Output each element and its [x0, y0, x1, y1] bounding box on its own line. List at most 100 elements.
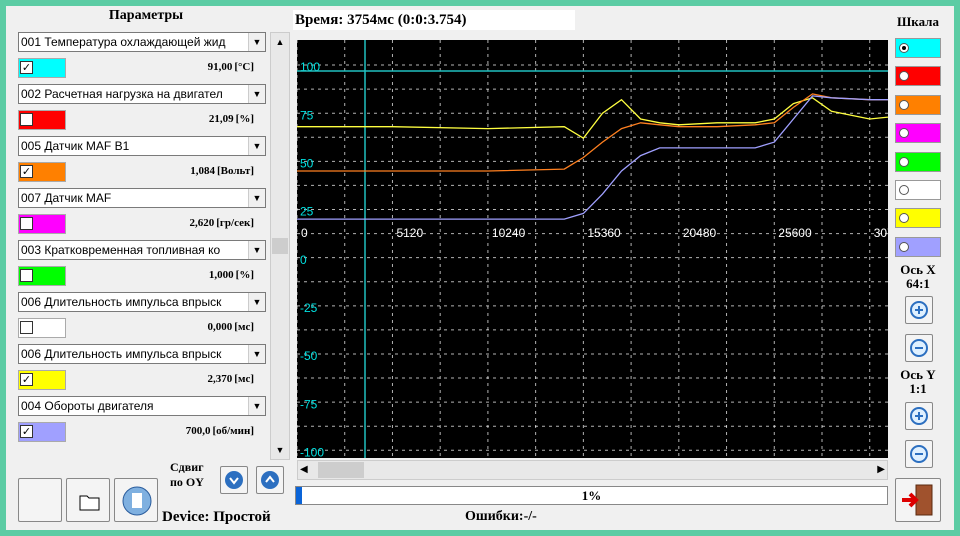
param-unit: [мс]: [234, 321, 254, 333]
param-unit: [об/мин]: [212, 425, 254, 437]
y-tick-label: -25: [300, 301, 318, 315]
param-name: 003 Кратковременная топливная ко: [21, 243, 221, 257]
open-button[interactable]: [66, 478, 110, 522]
y-tick-label: 100: [300, 60, 320, 74]
param-number: 1,084: [190, 165, 215, 177]
new-button[interactable]: [18, 478, 62, 522]
dropdown-arrow: ▼: [248, 33, 265, 51]
y-tick-label: -75: [300, 397, 318, 411]
y-tick-label: 0: [300, 253, 307, 267]
x-tick-label: 0: [301, 226, 308, 240]
progress-bar: 1%: [295, 486, 888, 505]
progress-label: 1%: [581, 488, 602, 503]
device-status: Device: Простой: [162, 509, 271, 525]
param-number: 21,09: [208, 113, 234, 125]
param-dropdown[interactable]: 002 Расчетная нагрузка на двигател ▼: [18, 84, 266, 104]
axis-y-title: Ось Y: [900, 367, 936, 382]
param-checkbox[interactable]: [20, 269, 33, 282]
param-checkbox[interactable]: [20, 321, 33, 334]
axis-x-ratio: 64:1: [906, 276, 930, 291]
param-unit: [мс]: [234, 373, 254, 385]
param-dropdown[interactable]: 007 Датчик MAF ▼: [18, 188, 266, 208]
param-checkbox[interactable]: ✓: [20, 373, 33, 386]
param-value: 700,0 [об/мин]: [96, 425, 254, 437]
zoom-y-out[interactable]: [905, 440, 933, 468]
scale-option[interactable]: [895, 66, 941, 87]
dropdown-arrow: ▼: [248, 345, 265, 363]
param-dropdown[interactable]: 001 Температура охлаждающей жид ▼: [18, 32, 266, 52]
scale-option[interactable]: [895, 38, 941, 58]
param-checkbox[interactable]: ✓: [20, 425, 33, 438]
scale-option[interactable]: [895, 151, 941, 172]
shift-up-button[interactable]: [256, 466, 284, 494]
param-value: 1,000 [%]: [96, 269, 254, 281]
param-unit: [%]: [235, 269, 254, 281]
zoom-y-in[interactable]: [905, 402, 933, 430]
scale-radio: [899, 156, 909, 167]
x-tick-label: 15360: [587, 226, 621, 240]
scale-radio: [899, 71, 909, 82]
info-button[interactable]: [114, 478, 158, 522]
param-value: 21,09 [%]: [96, 113, 254, 125]
param-number: 700,0: [185, 425, 211, 437]
param-name: 005 Датчик MAF B1: [21, 139, 130, 153]
dropdown-arrow: ▼: [248, 293, 265, 311]
scale-option[interactable]: [895, 180, 941, 200]
param-unit: [гр/сек]: [216, 217, 254, 229]
shift-down-button[interactable]: [220, 466, 248, 494]
h-scrollbar[interactable]: ◀ ▶: [297, 460, 888, 480]
scale-title: Шкала: [897, 14, 939, 29]
param-number: 2,620: [189, 217, 215, 229]
axis-x-title: Ось X: [900, 262, 936, 277]
scale-option[interactable]: [895, 208, 941, 229]
plot-background: [297, 40, 888, 458]
axis-y-label: Ось Y 1:1: [890, 368, 946, 396]
y-tick-label: 50: [300, 157, 314, 171]
series-line: [297, 95, 888, 220]
param-unit: [Вольт]: [217, 165, 254, 177]
param-value: 2,370 [мс]: [96, 373, 254, 385]
shift-label: Сдвиг по OY: [170, 460, 204, 490]
scale-option[interactable]: [895, 123, 941, 144]
zoom-x-out[interactable]: [905, 334, 933, 362]
param-dropdown[interactable]: 003 Кратковременная топливная ко ▼: [18, 240, 266, 260]
param-name: 004 Обороты двигателя: [21, 399, 154, 413]
scale-radio: [899, 241, 909, 252]
param-checkbox[interactable]: [20, 217, 33, 230]
param-dropdown[interactable]: 006 Длительность импульса впрыск ▼: [18, 344, 266, 364]
param-checkbox[interactable]: ✓: [20, 165, 33, 178]
scale-radio: [899, 128, 909, 139]
scale-radio: [899, 43, 909, 53]
scale-option[interactable]: [895, 236, 941, 257]
series-line: [297, 93, 888, 172]
param-dropdown[interactable]: 005 Датчик MAF B1 ▼: [18, 136, 266, 156]
axis-y-ratio: 1:1: [909, 381, 927, 396]
scroll-thumb[interactable]: [318, 462, 364, 478]
param-number: 0,000: [207, 321, 233, 333]
param-name: 006 Длительность импульса впрыск: [21, 347, 222, 361]
zoom-x-in[interactable]: [905, 296, 933, 324]
param-number: 91,00: [207, 61, 233, 73]
param-name: 007 Датчик MAF: [21, 191, 112, 205]
dropdown-arrow: ▼: [248, 241, 265, 259]
y-tick-label: 75: [300, 108, 314, 122]
param-unit: [°C]: [234, 61, 254, 73]
x-tick-label: 10240: [492, 226, 526, 240]
app-window: Параметры 001 Температура охлаждающей жи…: [6, 6, 954, 530]
v-scrollbar[interactable]: ▲ ▼: [270, 32, 290, 460]
param-checkbox[interactable]: [20, 113, 33, 126]
series-line: [297, 97, 888, 140]
chart: 100 75 50 25 0 -25 -50 -75 -100 0 5120 10240 15360 20…: [297, 40, 888, 458]
scale-radio: [899, 213, 909, 224]
param-dropdown[interactable]: 006 Длительность импульса впрыск ▼: [18, 292, 266, 312]
param-name: 002 Расчетная нагрузка на двигател: [21, 87, 223, 101]
shift-line: Сдвиг: [170, 460, 204, 474]
param-dropdown[interactable]: 004 Обороты двигателя ▼: [18, 396, 266, 416]
panel-title: Параметры: [108, 8, 184, 23]
scale-option[interactable]: [895, 94, 941, 115]
scale-radio: [899, 185, 909, 195]
param-number: 1,000: [208, 269, 234, 281]
scroll-thumb[interactable]: [272, 238, 288, 254]
exit-button[interactable]: [895, 478, 941, 522]
param-checkbox[interactable]: ✓: [20, 61, 33, 74]
